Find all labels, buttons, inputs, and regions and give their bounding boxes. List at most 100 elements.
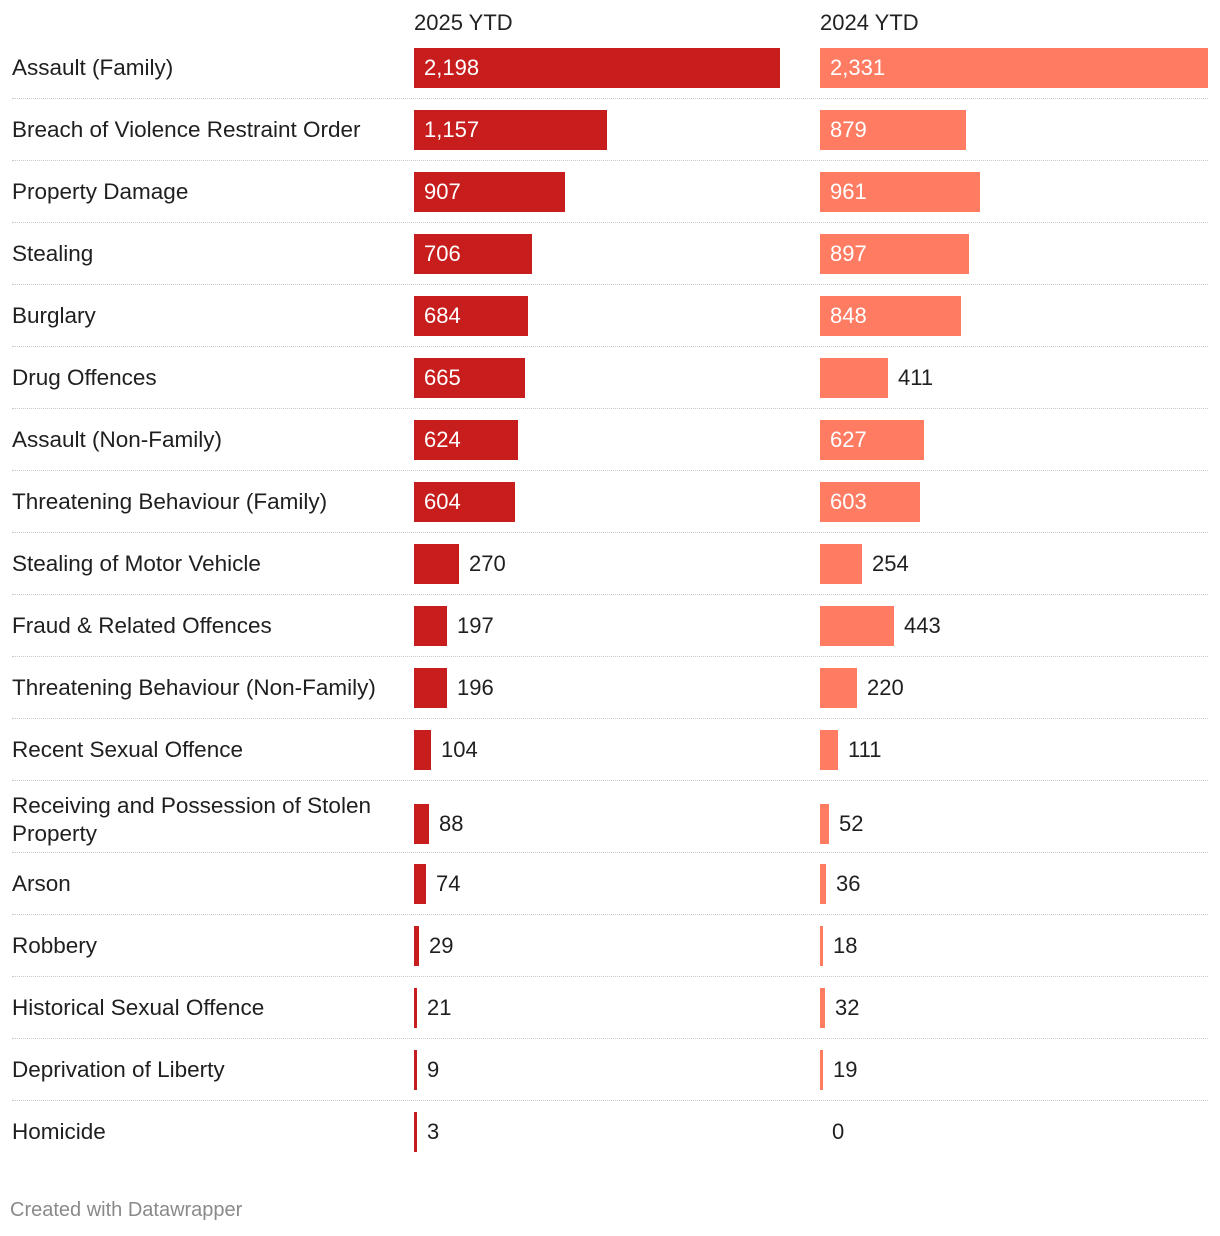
bar-2025 [414,730,431,770]
row-divider [12,780,1208,781]
category-label: Assault (Family) [12,55,174,80]
category-label: Stealing [12,241,94,266]
value-label-2024: 897 [830,241,867,266]
value-label-2025: 684 [424,303,461,328]
bar-2024 [820,606,894,646]
row-divider [12,222,1208,223]
row-divider [12,976,1208,977]
value-label-2025: 2,198 [424,55,480,80]
value-label-2024: 2,331 [830,55,886,80]
bar-2025 [414,668,447,708]
value-label-2024: 52 [839,811,864,836]
value-label-2024: 848 [830,303,867,328]
bar-2025 [414,110,607,150]
value-label-2024: 32 [835,995,860,1020]
row-divider [12,1100,1208,1101]
category-label: Breach of Violence Restraint Order [12,117,361,142]
bar-2025 [414,1050,417,1090]
category-label: Threatening Behaviour (Non-Family) [12,675,376,700]
value-label-2025: 21 [427,995,452,1020]
category-label: Drug Offences [12,365,157,390]
bar-2024 [820,296,961,336]
category-label: Property Damage [12,179,189,204]
value-label-2024: 254 [872,551,909,576]
value-label-2024: 879 [830,117,867,142]
row-divider [12,284,1208,285]
bar-2024 [820,110,966,150]
category-label: Homicide [12,1119,106,1144]
bar-2024 [820,864,826,904]
row-divider [12,346,1208,347]
value-label-2025: 88 [439,811,464,836]
value-label-2024: 603 [830,489,867,514]
row-divider [12,408,1208,409]
datawrapper-credit[interactable]: Created with Datawrapper [10,1199,243,1221]
bar-2025 [414,804,429,844]
bar-2025 [414,482,515,522]
bar-2025 [414,606,447,646]
bar-2024 [820,48,1208,88]
value-label-2025: 624 [424,427,461,452]
value-label-2025: 604 [424,489,461,514]
category-label: Assault (Non-Family) [12,427,223,452]
bar-2025 [414,864,426,904]
category-label: Deprivation of Liberty [12,1057,225,1082]
bar-2025 [414,420,518,460]
bar-2024 [820,234,969,274]
row-divider [12,656,1208,657]
row-divider [12,852,1208,853]
row-divider [12,1038,1208,1039]
bar-2024 [820,482,920,522]
value-label-2024: 111 [848,737,882,762]
value-label-2025: 270 [469,551,506,576]
category-label: Recent Sexual Offence [12,737,243,762]
value-label-2025: 706 [424,241,461,266]
value-label-2024: 411 [898,365,934,390]
category-label: Historical Sexual Offence [12,995,265,1020]
bar-2024 [820,804,829,844]
category-label: Threatening Behaviour (Family) [12,489,328,514]
row-divider [12,718,1208,719]
bar-2025 [414,1112,417,1152]
value-label-2024: 36 [836,871,861,896]
category-label: Arson [12,871,71,896]
value-label-2025: 197 [457,613,494,638]
category-label: Receiving and Possession of Stolen Prope… [12,793,371,846]
value-label-2025: 3 [427,1119,440,1144]
bar-2025 [414,48,780,88]
value-label-2024: 18 [833,933,858,958]
row-divider [12,470,1208,471]
value-label-2025: 665 [424,365,461,390]
bar-2025 [414,172,565,212]
row-divider [12,160,1208,161]
value-label-2024: 443 [904,613,941,638]
bar-2024 [820,926,823,966]
bar-2025 [414,234,532,274]
bar-2024 [820,668,857,708]
value-label-2024: 220 [867,675,904,700]
bar-2024 [820,358,888,398]
category-label: Burglary [12,303,96,328]
value-label-2024: 961 [830,179,867,204]
column-header-1: 2024 YTD [820,10,919,35]
bar-2024 [820,420,924,460]
category-label: Fraud & Related Offences [12,613,272,638]
value-label-2025: 29 [429,933,454,958]
bar-2025 [414,988,417,1028]
bar-2024 [820,1050,823,1090]
bar-2025 [414,358,525,398]
bar-2025 [414,926,419,966]
value-label-2025: 907 [424,179,461,204]
bar-2025 [414,544,459,584]
value-label-2025: 9 [427,1057,440,1082]
value-label-2025: 196 [457,675,494,700]
row-divider [12,914,1208,915]
value-label-2025: 74 [436,871,461,896]
value-label-2024: 0 [832,1119,845,1144]
value-label-2024: 627 [830,427,867,452]
row-divider [12,532,1208,533]
bar-2024 [820,988,825,1028]
bar-2024 [820,544,862,584]
category-label: Robbery [12,933,98,958]
